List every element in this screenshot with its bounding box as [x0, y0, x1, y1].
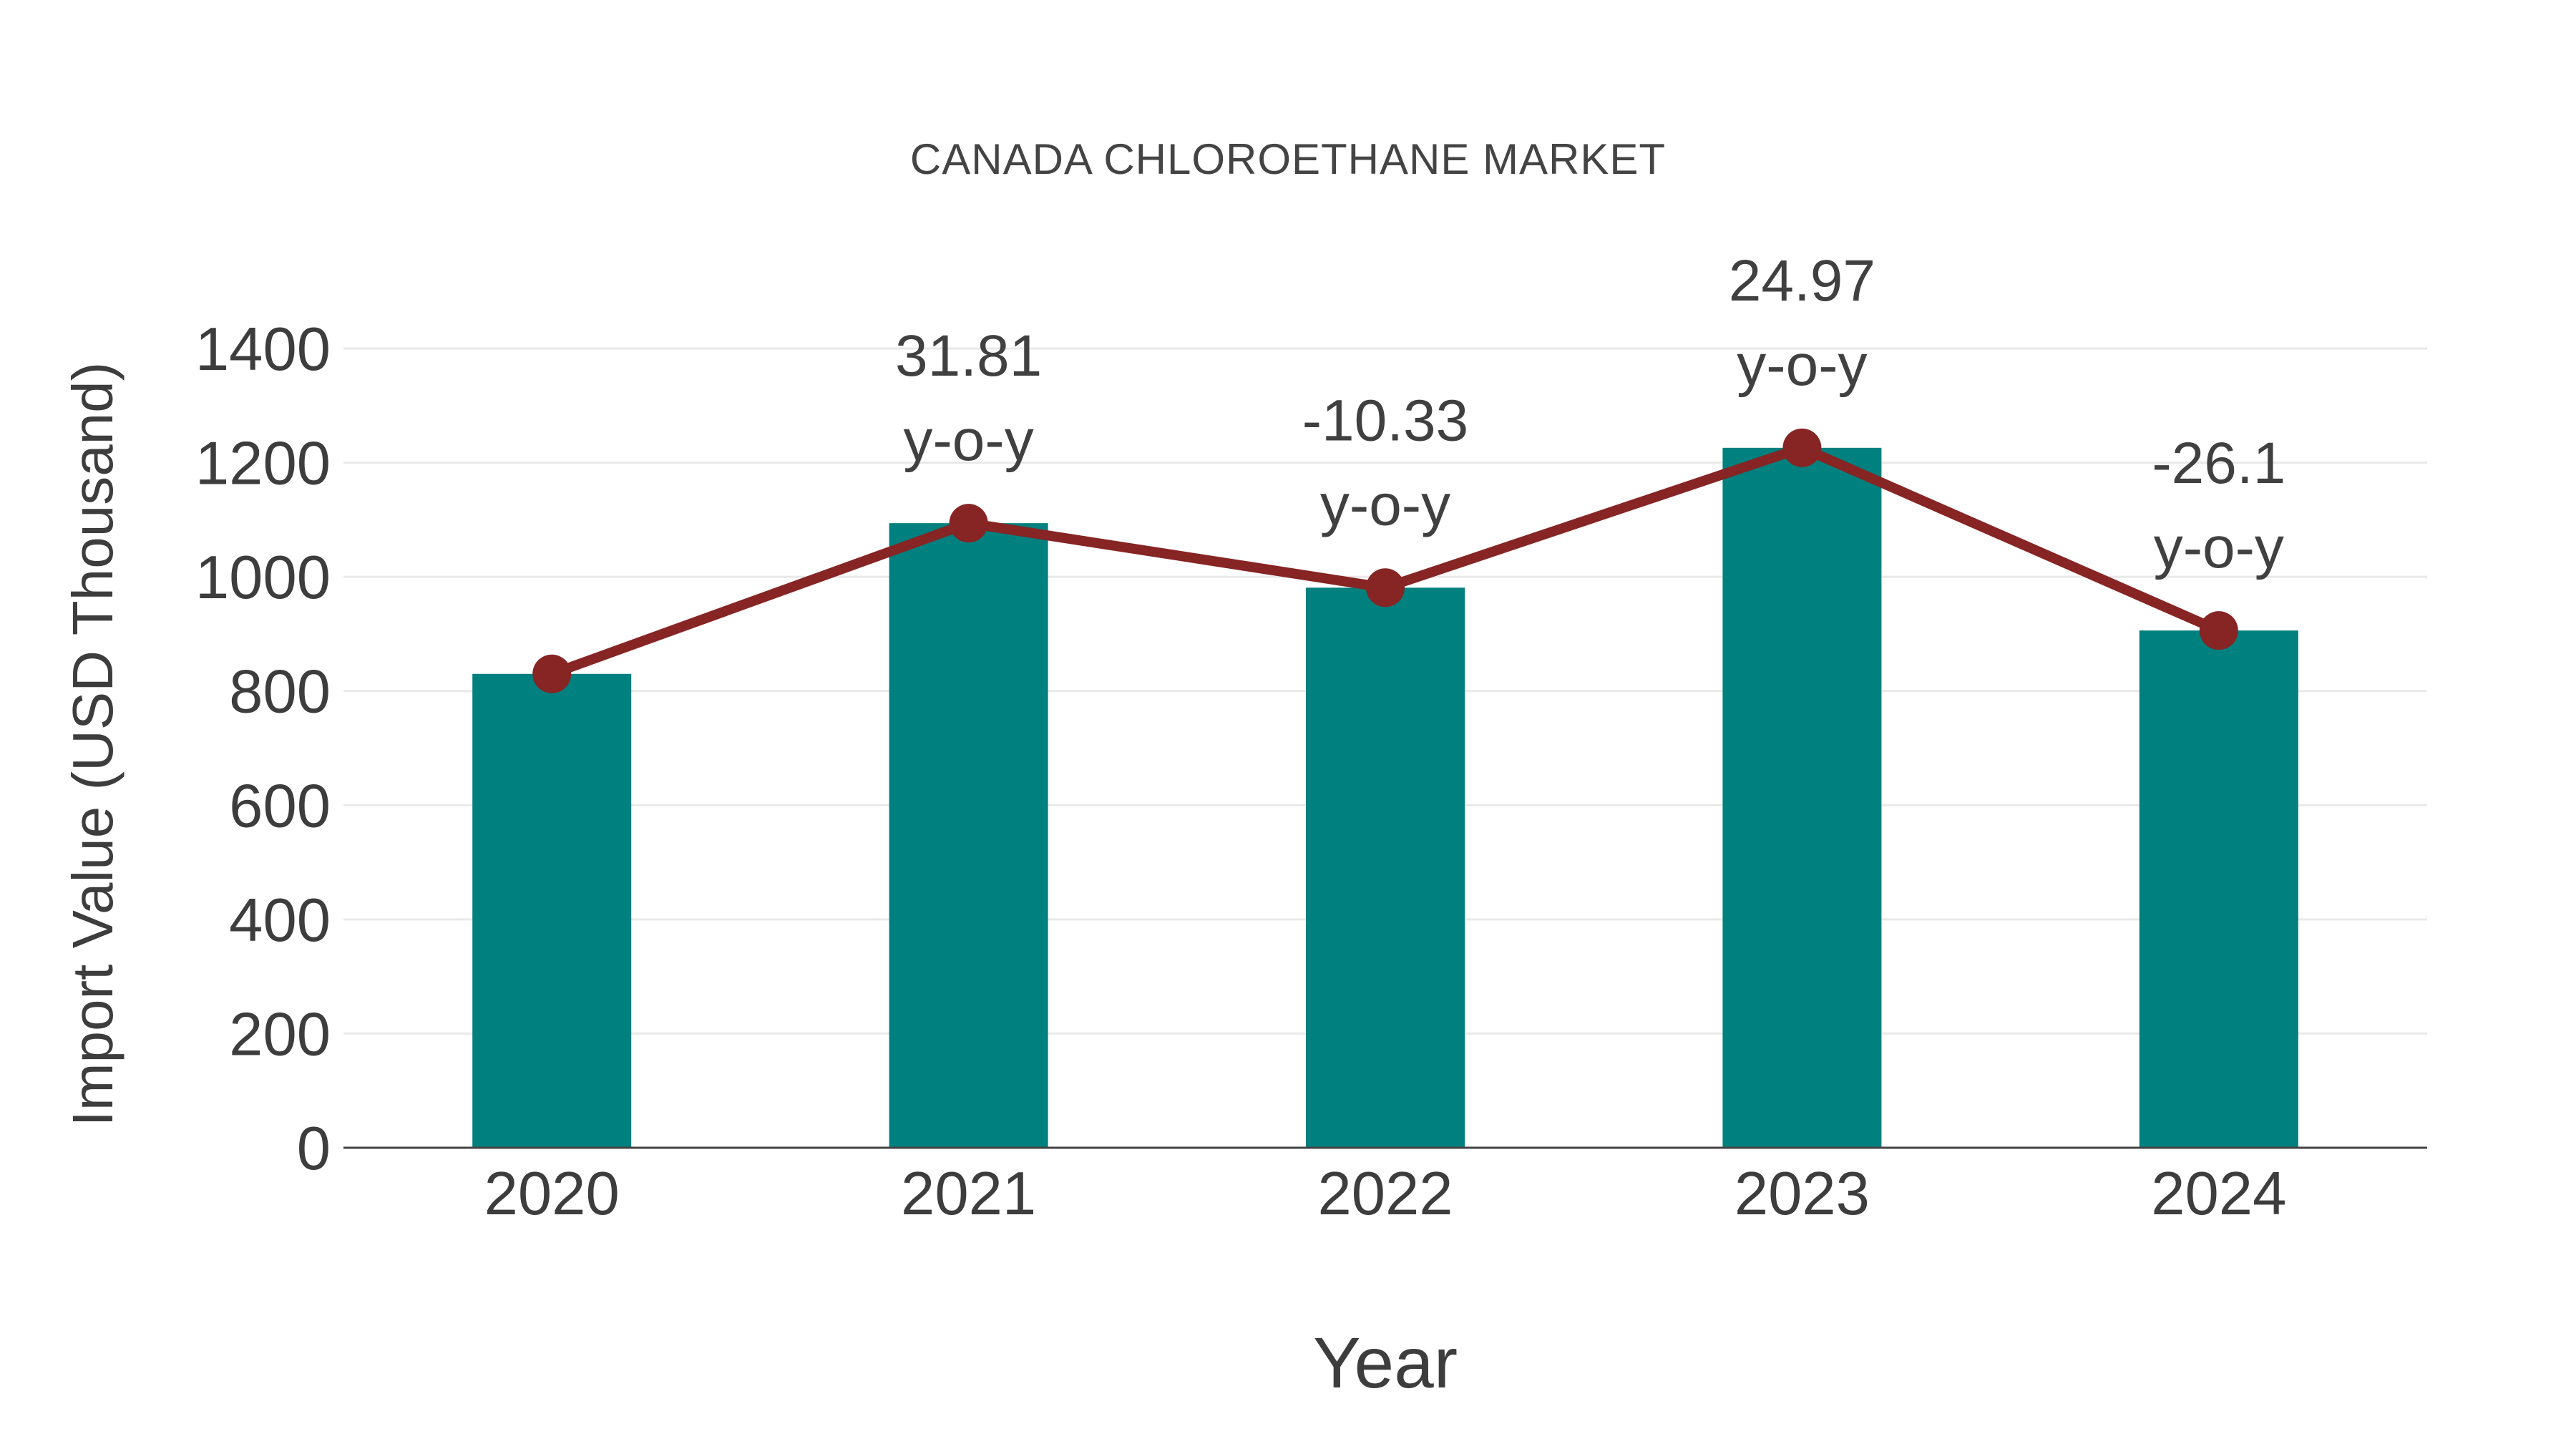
- bar: [1722, 447, 1882, 1148]
- trend-marker: [1366, 568, 1405, 608]
- annotation-value: 24.97: [1729, 248, 1875, 313]
- y-tick-label: 600: [229, 772, 331, 840]
- x-tick-label: 2021: [901, 1160, 1036, 1228]
- y-tick-label: 1400: [195, 316, 331, 384]
- y-tick-label: 400: [229, 887, 331, 955]
- annotation-suffix: y-o-y: [1737, 333, 1867, 398]
- x-axis-title: Year: [1312, 1323, 1458, 1403]
- x-tick-label: 2024: [2151, 1160, 2286, 1228]
- bar: [2139, 630, 2298, 1148]
- y-tick-label: 200: [229, 1000, 331, 1068]
- annotation-value: -10.33: [1302, 388, 1469, 453]
- trend-marker: [1782, 428, 1822, 467]
- annotation-suffix: y-o-y: [1320, 472, 1450, 537]
- y-tick-label: 800: [229, 658, 331, 726]
- trend-marker: [532, 654, 572, 693]
- bar: [889, 523, 1048, 1148]
- y-tick-label: 1200: [195, 430, 331, 498]
- y-tick-label: 1000: [195, 544, 331, 612]
- x-tick-label: 2022: [1317, 1160, 1453, 1228]
- annotation-value: -26.1: [2152, 431, 2285, 496]
- chart-title: CANADA CHLOROETHANE MARKET: [909, 135, 1667, 183]
- trend-marker: [2199, 611, 2238, 650]
- annotation-value: 31.81: [895, 323, 1042, 389]
- bar: [1306, 587, 1465, 1148]
- x-tick-label: 2023: [1735, 1160, 1870, 1228]
- x-tick-label: 2020: [484, 1160, 620, 1228]
- trend-marker: [949, 504, 988, 543]
- bar: [472, 673, 632, 1148]
- annotation-suffix: y-o-y: [2154, 515, 2284, 580]
- y-tick-label: 0: [297, 1115, 331, 1183]
- annotation-suffix: y-o-y: [903, 408, 1033, 473]
